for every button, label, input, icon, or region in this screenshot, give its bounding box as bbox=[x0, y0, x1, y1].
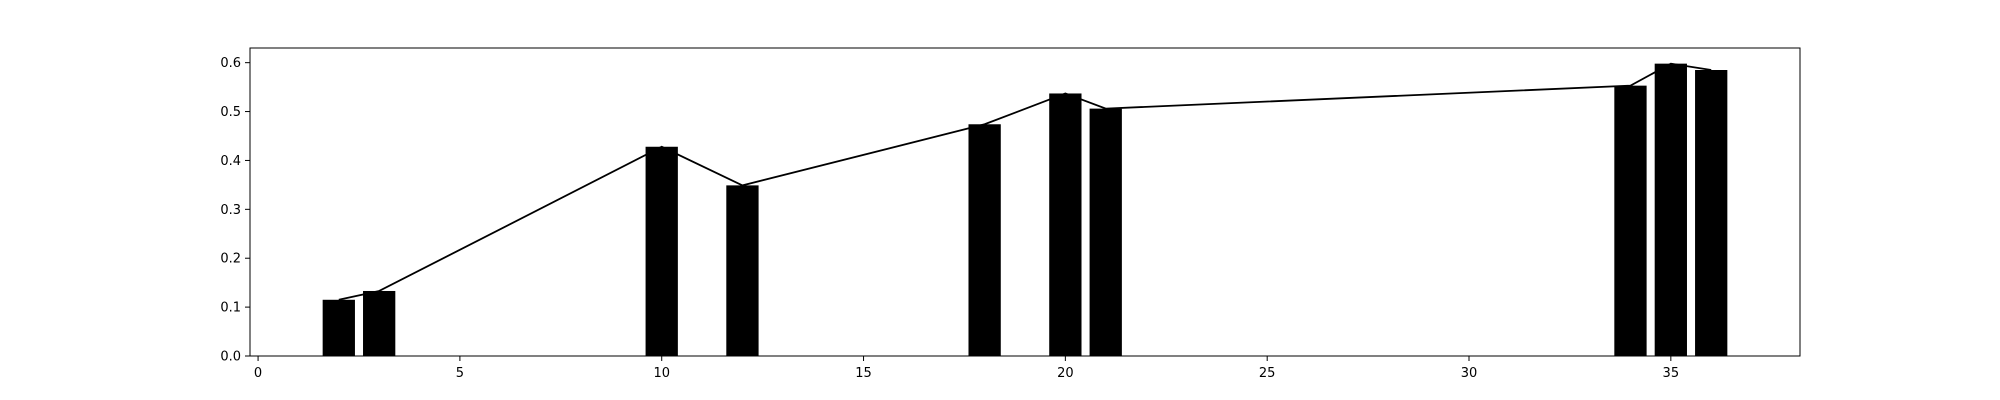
x-tick-label-35: 35 bbox=[1663, 366, 1680, 381]
x-tick-label-25: 25 bbox=[1259, 366, 1276, 381]
bar-12 bbox=[726, 185, 759, 356]
y-tick-label-0.3: 0.3 bbox=[220, 203, 241, 218]
y-tick-label-0.5: 0.5 bbox=[220, 105, 241, 120]
x-tick-label-20: 20 bbox=[1057, 366, 1074, 381]
x-tick-label-30: 30 bbox=[1461, 366, 1478, 381]
y-tick-label-0.4: 0.4 bbox=[220, 154, 241, 169]
bar-36 bbox=[1695, 70, 1728, 356]
y-tick-label-0.1: 0.1 bbox=[220, 301, 241, 316]
x-tick-label-5: 5 bbox=[456, 366, 464, 381]
series-line bbox=[338, 62, 1712, 301]
bars-group bbox=[322, 63, 1728, 357]
x-tick-label-0: 0 bbox=[254, 366, 262, 381]
plot-frame bbox=[249, 47, 1801, 357]
bar-10 bbox=[645, 146, 678, 356]
axes-group: 0 5 10 15 20 25 30 35 0.0 0.1 0.2 0.3 0.4 0.5 0.6 bbox=[220, 47, 1801, 381]
bar-18 bbox=[968, 124, 1001, 357]
line-group bbox=[338, 62, 1712, 301]
bar-20 bbox=[1049, 93, 1082, 356]
bar-3 bbox=[363, 290, 396, 356]
x-tick-label-15: 15 bbox=[855, 366, 872, 381]
bar-21 bbox=[1089, 108, 1122, 356]
y-tick-label-0: 0.0 bbox=[220, 350, 241, 365]
y-tick-label-0.2: 0.2 bbox=[220, 252, 241, 267]
x-tick-label-10: 10 bbox=[653, 366, 670, 381]
bar-2 bbox=[322, 299, 355, 356]
bar-34 bbox=[1614, 85, 1647, 357]
bar-35 bbox=[1654, 63, 1687, 357]
y-tick-label-0.6: 0.6 bbox=[220, 56, 241, 71]
